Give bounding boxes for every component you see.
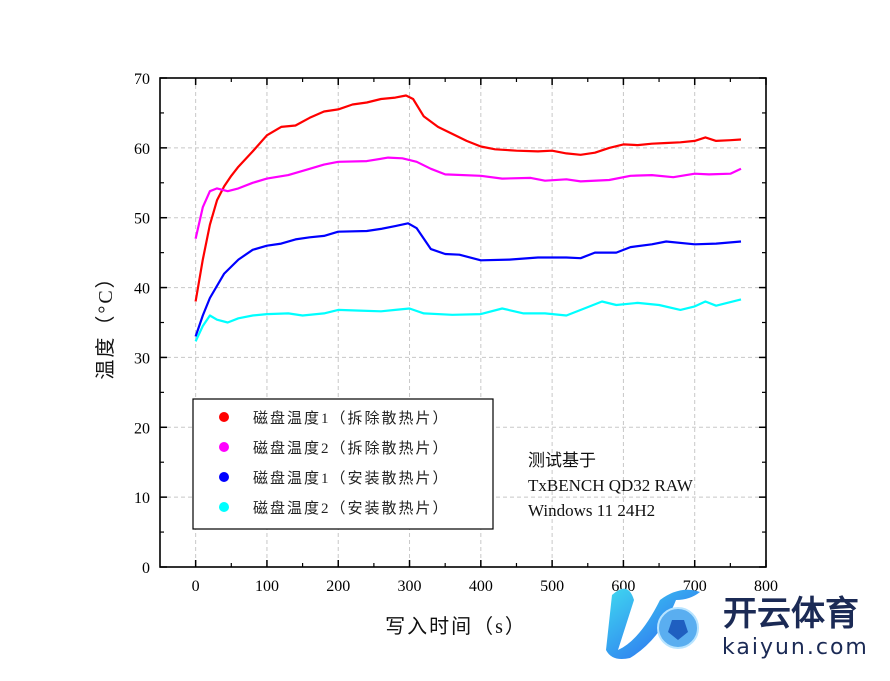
watermark-domain: kaiyun.com bbox=[722, 635, 869, 660]
series-line-4 bbox=[194, 298, 742, 342]
y-tick-label: 40 bbox=[134, 281, 150, 298]
legend: 磁盘温度1（拆除散热片） 磁盘温度2（拆除散热片） 磁盘温度1（安装散热片） 磁盘温度… bbox=[192, 398, 494, 530]
legend-label-2: 磁盘温度2（拆除散热片） bbox=[253, 439, 450, 457]
y-tick-label: 10 bbox=[134, 490, 150, 507]
series-line-1 bbox=[194, 94, 742, 302]
x-tick-label: 300 bbox=[398, 578, 422, 595]
annotation-line-3: Windows 11 24H2 bbox=[528, 501, 655, 520]
legend-box bbox=[192, 398, 494, 530]
legend-label-1: 磁盘温度1（拆除散热片） bbox=[253, 409, 450, 427]
y-tick-label: 30 bbox=[134, 350, 150, 367]
legend-label-3: 磁盘温度1（安装散热片） bbox=[253, 469, 450, 487]
legend-marker-1 bbox=[219, 412, 229, 422]
series-line-3 bbox=[194, 222, 742, 337]
legend-label-4: 磁盘温度2（安装散热片） bbox=[253, 499, 450, 517]
legend-marker-4 bbox=[219, 502, 229, 512]
x-tick-label: 100 bbox=[255, 578, 279, 595]
annotation-line-2: TxBENCH QD32 RAW bbox=[528, 476, 694, 495]
watermark-brand: 开云体育 bbox=[723, 594, 859, 634]
x-tick-label: 800 bbox=[754, 578, 778, 595]
y-tick-label: 70 bbox=[134, 71, 150, 88]
series-lines bbox=[194, 94, 742, 342]
series-line-2 bbox=[194, 156, 742, 239]
legend-marker-3 bbox=[219, 472, 229, 482]
x-tick-label: 200 bbox=[326, 578, 350, 595]
watermark-logo: 开云体育 kaiyun.com bbox=[606, 588, 869, 660]
k-logo-icon bbox=[606, 588, 700, 659]
y-axis-label: 温度（°C） bbox=[94, 266, 117, 379]
x-tick-label: 0 bbox=[192, 578, 200, 595]
annotation: 测试基于 TxBENCH QD32 RAW Windows 11 24H2 bbox=[528, 451, 694, 520]
x-tick-label: 400 bbox=[469, 578, 493, 595]
x-tick-label: 500 bbox=[540, 578, 564, 595]
y-tick-label: 0 bbox=[142, 560, 150, 577]
y-tick-label: 20 bbox=[134, 420, 150, 437]
y-tick-label: 60 bbox=[134, 141, 150, 158]
legend-marker-2 bbox=[219, 442, 229, 452]
y-tick-label: 50 bbox=[134, 211, 150, 228]
annotation-line-1: 测试基于 bbox=[528, 451, 596, 470]
x-axis-label: 写入时间（s） bbox=[385, 615, 527, 638]
